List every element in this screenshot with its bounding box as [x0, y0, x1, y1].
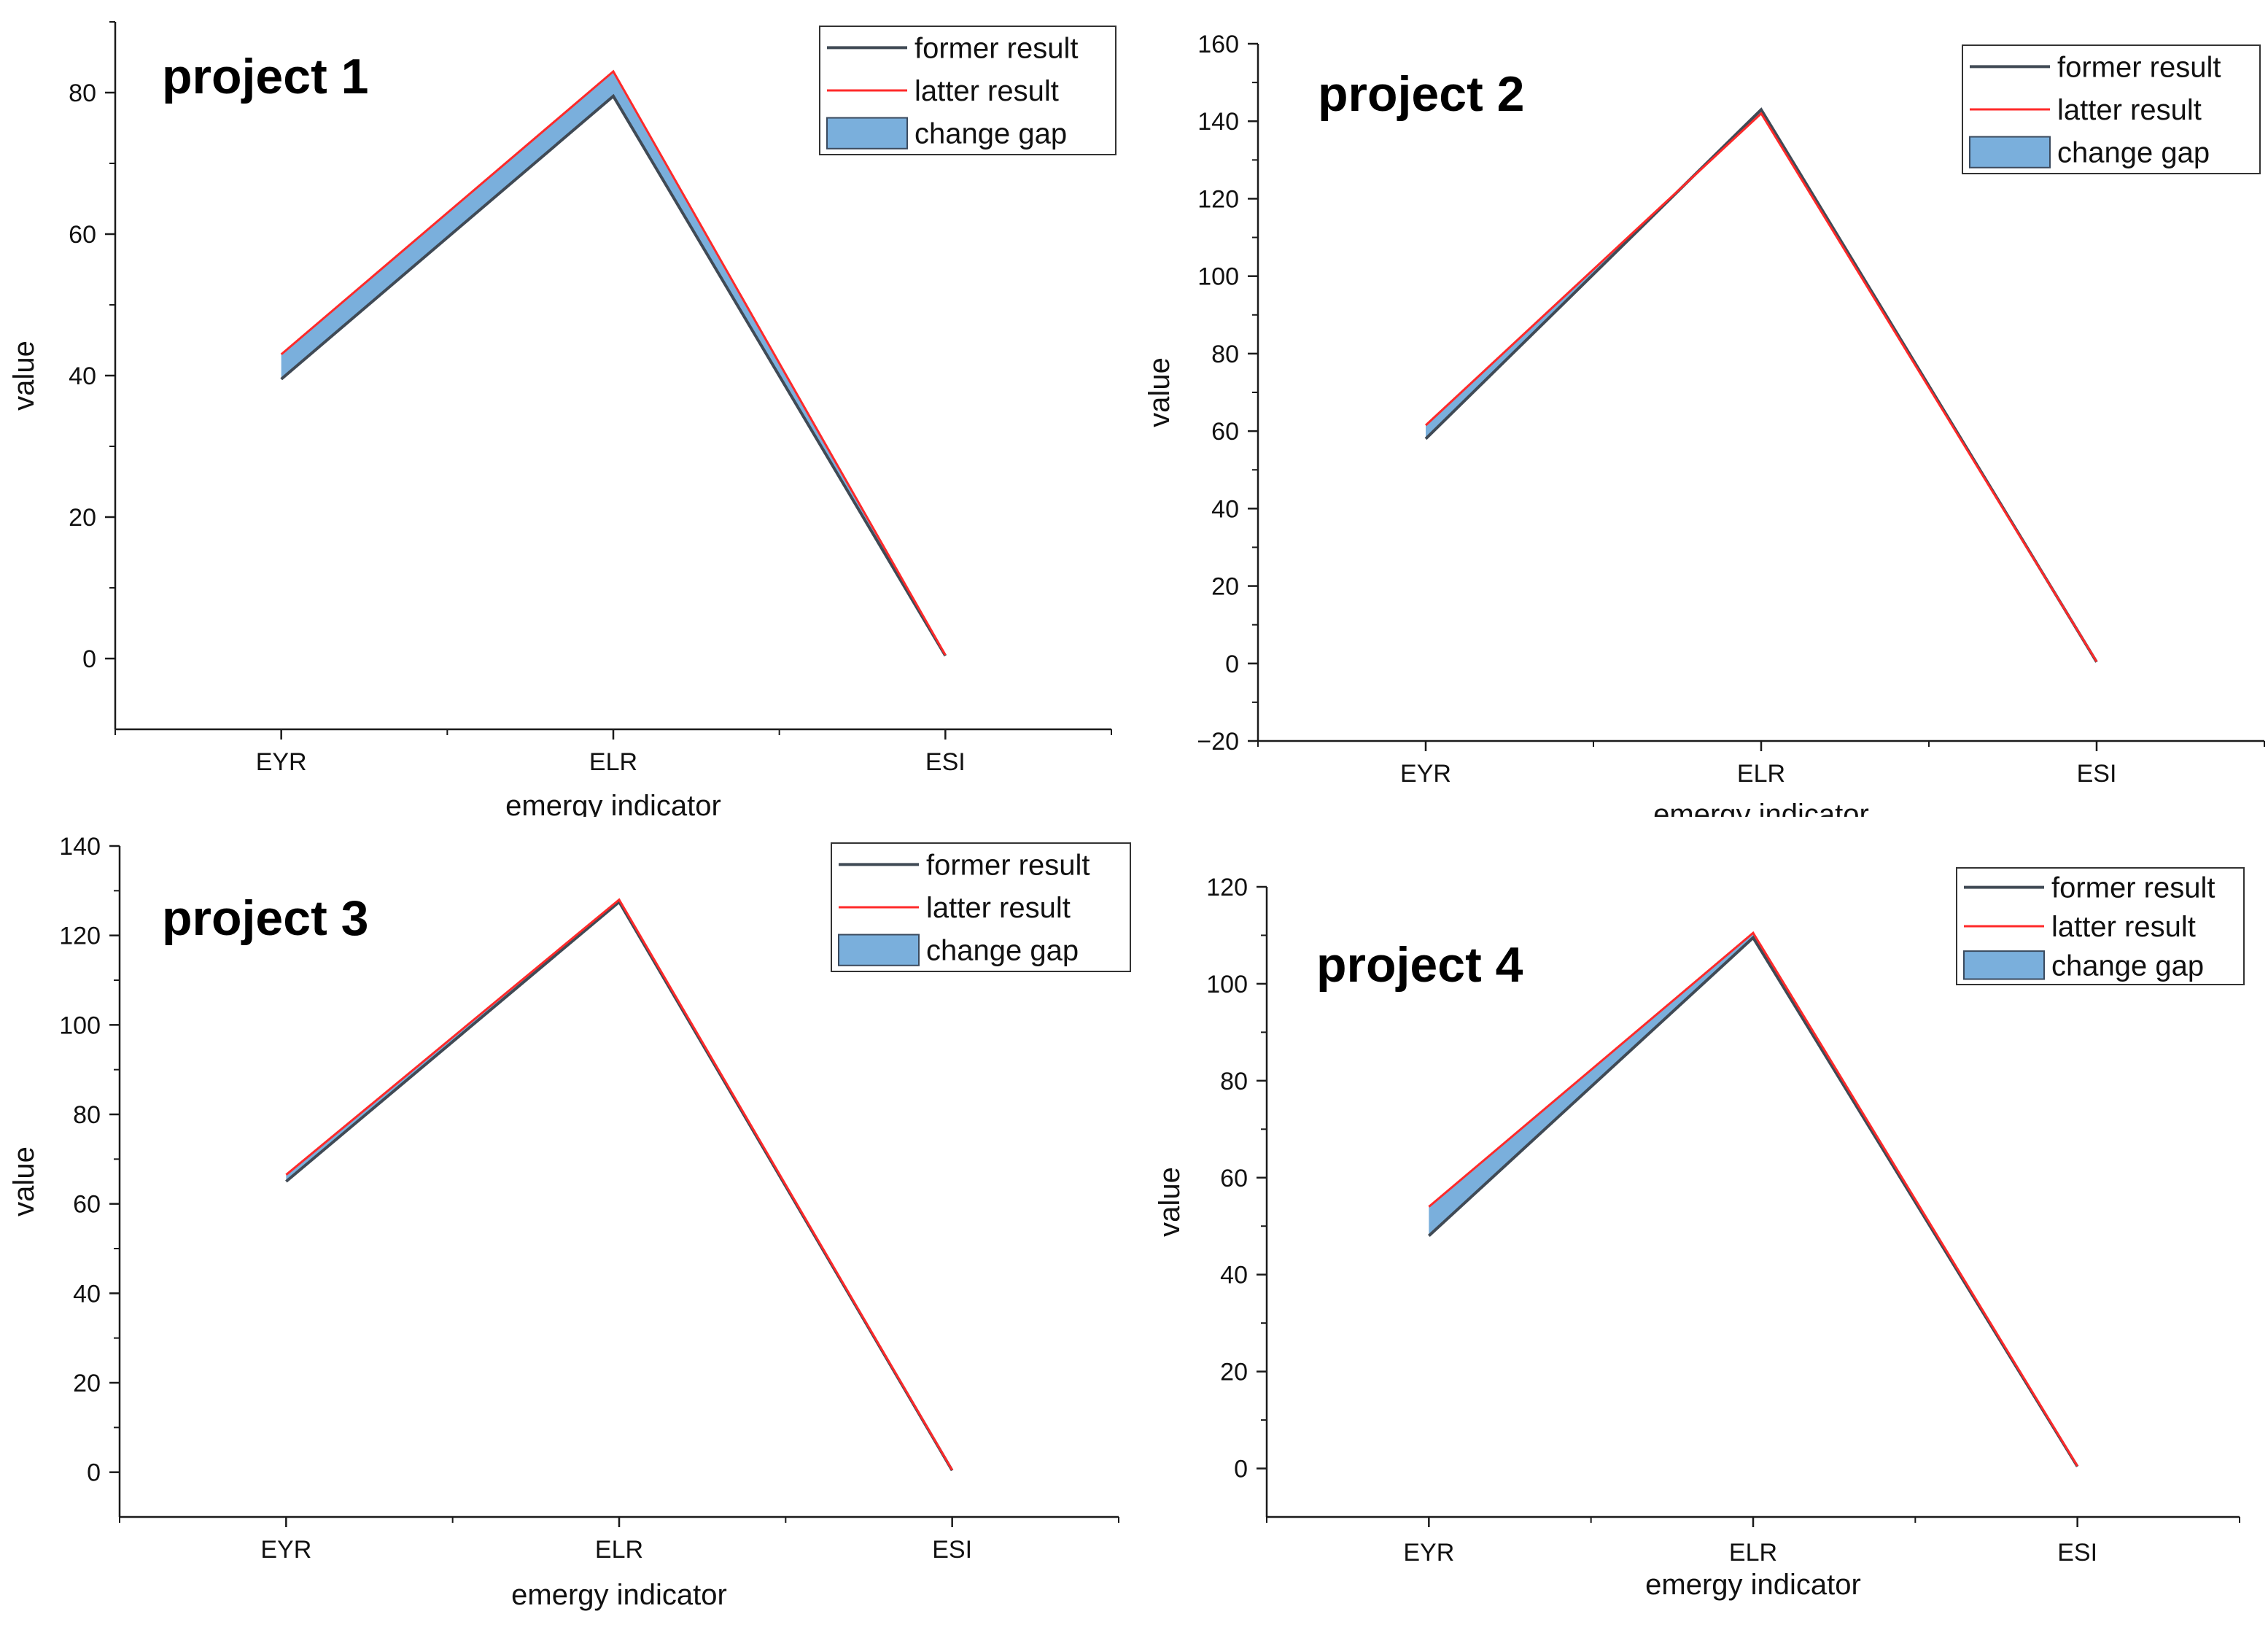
y-axis-title: value: [8, 341, 40, 411]
y-tick-label: 120: [59, 923, 101, 950]
legend-gap-label: change gap: [2057, 137, 2210, 169]
y-tick-label: 40: [1211, 495, 1239, 523]
legend-latter-label: latter result: [2051, 911, 2196, 943]
y-tick-label: −20: [1197, 728, 1239, 756]
x-tick-label: ELR: [1737, 760, 1785, 788]
y-tick-label: 80: [69, 79, 96, 107]
x-axis-title: emergy indicator: [1645, 1569, 1861, 1601]
former-result-line: [1427, 935, 2079, 1467]
legend-former-label: former result: [2051, 872, 2215, 904]
chart-svg: −20 0 20 40 60 80 100 120 140 160 EYR ELR ESI emergy …: [1143, 31, 2265, 831]
y-tick-label: 160: [1197, 31, 1239, 58]
y-tick-label: 0: [87, 1459, 101, 1487]
y-tick-label: 60: [1211, 418, 1239, 446]
x-axis-title: emergy indicator: [1653, 799, 1869, 817]
chart-panel-project-1: 0 20 40 60 80 EYR ELR ESI emergy indicator value p…: [0, 0, 1134, 822]
x-axis-title: emergy indicator: [511, 1579, 727, 1611]
former-result-line: [280, 93, 947, 657]
y-tick-label: 40: [1220, 1262, 1248, 1289]
x-tick-label: ELR: [595, 1536, 643, 1564]
y-tick-label: 80: [73, 1101, 101, 1129]
change-gap-area: [1426, 109, 2097, 662]
y-tick-label: 20: [69, 504, 96, 532]
legend-gap-label: change gap: [914, 118, 1067, 150]
y-axis-title: value: [8, 1146, 40, 1216]
y-tick-label: 20: [1220, 1359, 1248, 1386]
chart-svg: 0 20 40 60 80 100 120 140 EYR ELR ESI emergy indica…: [8, 833, 1131, 1611]
latter-result-line: [285, 898, 953, 1471]
x-tick-label: ELR: [1729, 1539, 1777, 1567]
chart-svg: 0 20 40 60 80 100 120 EYR ELR ESI emergy indicator…: [1154, 867, 2245, 1601]
x-tick-label: ESI: [932, 1536, 972, 1564]
y-tick-label: 120: [1197, 185, 1239, 213]
change-gap-area: [1429, 933, 2078, 1467]
x-tick-label: ESI: [2057, 1539, 2097, 1567]
y-tick-label: 40: [73, 1280, 101, 1308]
change-gap-area: [281, 71, 946, 656]
y-tick-label: 80: [1211, 341, 1239, 368]
legend-latter-label: latter result: [914, 75, 1059, 107]
y-tick-label: 80: [1220, 1068, 1248, 1095]
y-tick-label: 100: [1206, 971, 1248, 998]
y-tick-label: 0: [1234, 1456, 1248, 1483]
y-axis-title: value: [1143, 357, 1176, 427]
former-result-line: [1424, 107, 2098, 663]
y-tick-label: 120: [1206, 874, 1248, 901]
chart-title: project 1: [162, 49, 368, 104]
legend-gap-swatch: [826, 117, 908, 150]
legend-gap-swatch: [1969, 136, 2051, 168]
y-tick-label: 140: [59, 833, 101, 861]
y-tick-label: 60: [69, 221, 96, 249]
x-tick-label: ELR: [589, 748, 637, 776]
change-gap-area: [286, 899, 952, 1471]
y-tick-label: 20: [73, 1370, 101, 1397]
legend-former-label: former result: [2057, 51, 2221, 83]
y-tick-label: 60: [1220, 1165, 1248, 1192]
legend-gap-swatch: [838, 934, 920, 966]
y-tick-label: 20: [1211, 573, 1239, 601]
x-tick-label: EYR: [1403, 1539, 1454, 1567]
legend-gap-label: change gap: [2051, 950, 2204, 982]
former-result-line: [285, 899, 954, 1472]
latter-result-line: [1428, 931, 2078, 1467]
latter-result-line: [280, 69, 947, 656]
y-tick-label: 140: [1197, 108, 1239, 136]
chart-title: project 4: [1316, 937, 1523, 993]
chart-title: project 3: [162, 890, 368, 946]
y-tick-label: 40: [69, 362, 96, 390]
y-tick-label: 0: [1225, 651, 1239, 678]
chart-panel-project-3: 0 20 40 60 80 100 120 140 EYR ELR ESI emergy indica…: [0, 817, 1134, 1626]
chart-panel-project-2: −20 0 20 40 60 80 100 120 140 160 EYR ELR ESI emergy …: [1134, 0, 2268, 831]
legend-gap-swatch: [1963, 950, 2045, 980]
y-axis-title: value: [1154, 1167, 1186, 1237]
y-tick-label: 100: [1197, 263, 1239, 291]
legend-latter-label: latter result: [926, 892, 1071, 924]
legend-former-label: former result: [926, 849, 1090, 881]
y-tick-label: 0: [82, 645, 96, 673]
chart-title: project 2: [1318, 66, 1524, 122]
legend-gap-label: change gap: [926, 935, 1079, 967]
y-tick-label: 100: [59, 1012, 101, 1039]
x-tick-label: EYR: [256, 748, 307, 776]
legend-former-label: former result: [914, 32, 1079, 64]
x-tick-label: ESI: [925, 748, 966, 776]
chart-svg: 0 20 40 60 80 EYR ELR ESI emergy indicator value p…: [8, 21, 1116, 822]
x-tick-label: EYR: [1400, 760, 1451, 788]
x-axis-title: emergy indicator: [505, 790, 721, 817]
chart-panel-project-4: 0 20 40 60 80 100 120 EYR ELR ESI emergy indicator…: [1134, 817, 2268, 1626]
x-tick-label: ESI: [2077, 760, 2117, 788]
latter-result-line: [1424, 112, 2098, 662]
legend-latter-label: latter result: [2057, 94, 2202, 126]
x-tick-label: EYR: [260, 1536, 311, 1564]
y-tick-label: 60: [73, 1191, 101, 1219]
